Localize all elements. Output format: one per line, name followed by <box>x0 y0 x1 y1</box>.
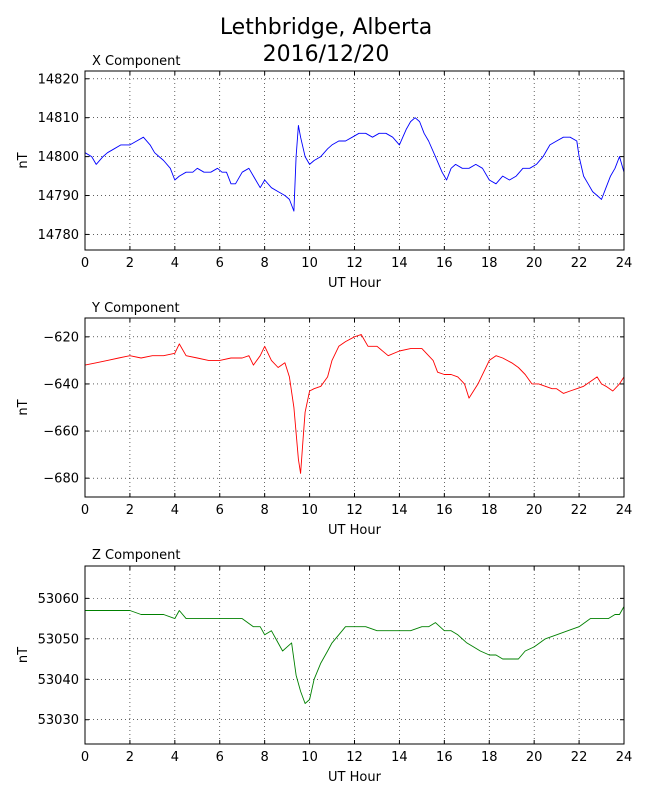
x-tick-label: 10 <box>301 256 318 271</box>
x-tick-label: 8 <box>261 256 269 271</box>
x-tick-label: 0 <box>81 750 89 765</box>
panel-title: Y Component <box>91 301 180 316</box>
y-axis-label: nT <box>16 152 31 168</box>
x-tick-label: 22 <box>571 256 588 271</box>
x-tick-label: 12 <box>346 750 363 765</box>
x-tick-label: 2 <box>126 503 134 518</box>
figure-title-line1: Lethbridge, Alberta <box>220 15 432 40</box>
y-axis-label: nT <box>16 647 31 663</box>
x-tick-label: 10 <box>301 503 318 518</box>
series-line <box>84 117 625 212</box>
y-tick-label: 53060 <box>38 592 79 607</box>
x-tick-label: 0 <box>81 256 89 271</box>
x-tick-label: 14 <box>391 750 408 765</box>
x-tick-label: 12 <box>346 256 363 271</box>
x-tick-label: 4 <box>171 256 179 271</box>
x-tick-label: 6 <box>216 256 224 271</box>
x-tick-label: 18 <box>481 750 498 765</box>
series-line <box>84 334 625 474</box>
x-tick-label: 2 <box>126 256 134 271</box>
x-axis-label: UT Hour <box>328 523 382 538</box>
z-component-chart: Z Component 0 2 4 6 8 10 12 14 16 18 20 22 245303053… <box>16 548 632 785</box>
x-tick-label: 16 <box>436 750 453 765</box>
y-tick-label: 53050 <box>38 632 79 647</box>
x-component-chart: X Component 0 2 4 6 8 10 12 14 16 18 20 22 241478014… <box>16 54 632 291</box>
x-tick-label: 0 <box>81 503 89 518</box>
x-tick-label: 16 <box>436 256 453 271</box>
y-tick-label: 14820 <box>38 72 79 87</box>
y-tick-label: −660 <box>43 425 79 440</box>
panel-title: Z Component <box>92 548 181 563</box>
x-tick-label: 24 <box>616 750 633 765</box>
y-tick-label: 14810 <box>38 111 79 126</box>
x-tick-label: 8 <box>261 503 269 518</box>
x-tick-label: 16 <box>436 503 453 518</box>
x-tick-label: 10 <box>301 750 318 765</box>
x-tick-label: 18 <box>481 503 498 518</box>
y-tick-label: 14800 <box>38 150 79 165</box>
y-axis-label: nT <box>16 399 31 415</box>
x-tick-label: 12 <box>346 503 363 518</box>
x-axis-label: UT Hour <box>328 276 382 291</box>
x-tick-label: 20 <box>526 750 543 765</box>
x-tick-label: 14 <box>391 256 408 271</box>
y-tick-label: 14790 <box>38 189 79 204</box>
y-component-chart: Y Component 0 2 4 6 8 10 12 14 16 18 20 22 24−620−64… <box>16 301 632 538</box>
x-tick-label: 22 <box>571 503 588 518</box>
y-tick-label: 53030 <box>38 713 79 728</box>
x-tick-label: 24 <box>616 256 633 271</box>
x-tick-label: 18 <box>481 256 498 271</box>
x-tick-label: 4 <box>171 503 179 518</box>
x-tick-label: 8 <box>261 750 269 765</box>
x-tick-label: 22 <box>571 750 588 765</box>
x-tick-label: 20 <box>526 503 543 518</box>
x-axis-label: UT Hour <box>328 770 382 785</box>
x-tick-label: 2 <box>126 750 134 765</box>
x-tick-label: 14 <box>391 503 408 518</box>
x-tick-label: 6 <box>216 750 224 765</box>
x-tick-label: 24 <box>616 503 633 518</box>
y-tick-label: −680 <box>43 472 79 487</box>
y-tick-label: 53040 <box>38 673 79 688</box>
series-line <box>85 606 625 704</box>
panel-title: X Component <box>92 54 181 69</box>
y-tick-label: −620 <box>43 330 79 345</box>
y-tick-label: 14780 <box>38 228 79 243</box>
y-tick-label: −640 <box>43 377 79 392</box>
x-tick-label: 20 <box>526 256 543 271</box>
x-tick-label: 4 <box>171 750 179 765</box>
figure-title-line2: 2016/12/20 <box>263 42 390 67</box>
x-tick-label: 6 <box>216 503 224 518</box>
